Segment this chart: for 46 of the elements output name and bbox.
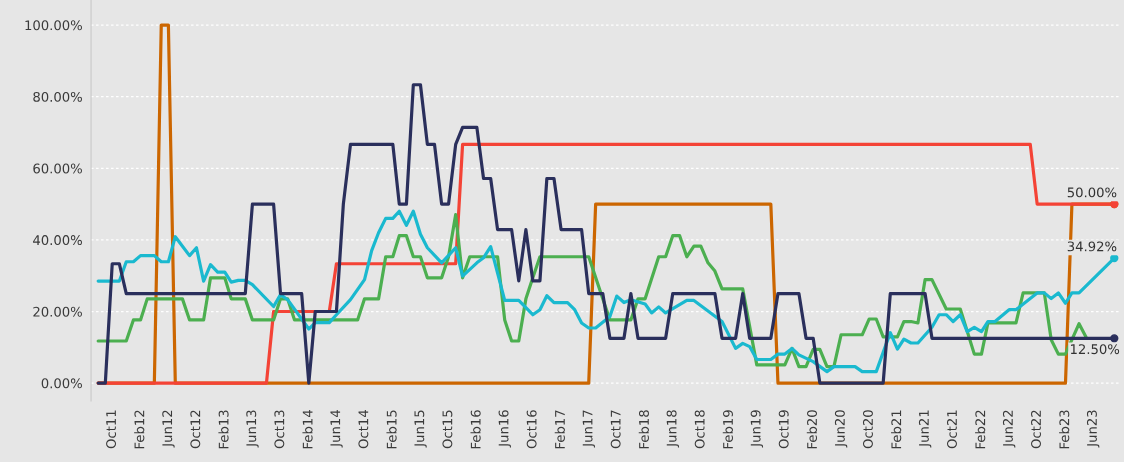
x-tick-label: Oct14 bbox=[358, 410, 369, 449]
y-tick-label: 20.00% bbox=[33, 306, 82, 317]
x-tick-label: Feb13 bbox=[218, 410, 229, 449]
x-tick-label: Oct17 bbox=[610, 410, 621, 449]
x-tick-label: Jun12 bbox=[162, 410, 175, 448]
x-tick-label: Oct13 bbox=[274, 410, 285, 449]
annotation: 12.50% bbox=[1070, 344, 1120, 355]
x-tick-label: Feb18 bbox=[638, 410, 649, 449]
x-tick-label: Feb20 bbox=[806, 410, 818, 449]
x-tick-label: Oct22 bbox=[1031, 410, 1041, 449]
y-tick-label: 40.00% bbox=[33, 235, 82, 246]
x-tick-label: Feb19 bbox=[722, 410, 733, 449]
x-tick-label: Jun22 bbox=[1002, 410, 1016, 448]
x-tick-label: Jun14 bbox=[330, 410, 343, 448]
x-tick-label: Oct18 bbox=[694, 410, 705, 449]
x-tick-label: Jun15 bbox=[414, 410, 427, 448]
x-tick-label: Feb23 bbox=[1059, 410, 1070, 449]
x-tick-label: Oct20 bbox=[862, 410, 873, 449]
x-tick-label: Feb14 bbox=[302, 410, 313, 449]
y-tick-label: 60.00% bbox=[33, 163, 82, 174]
x-tick-label: Oct12 bbox=[190, 410, 201, 449]
x-tick-label: Jun16 bbox=[498, 410, 511, 448]
annotation: 50.00% bbox=[1067, 187, 1117, 198]
y-tick-label: 0.00% bbox=[41, 378, 82, 389]
x-tick-label: Oct15 bbox=[442, 410, 453, 449]
annotation: 34.92% bbox=[1067, 241, 1117, 252]
x-tick-label: Feb16 bbox=[470, 410, 481, 449]
x-tick-label: Jun23 bbox=[1086, 410, 1100, 448]
x-tick-label: Feb12 bbox=[134, 410, 145, 449]
x-tick-label: Jun13 bbox=[246, 410, 259, 448]
y-tick-label: 100.00% bbox=[25, 20, 82, 31]
point bbox=[1110, 334, 1119, 343]
x-tick-label: Feb17 bbox=[554, 410, 565, 449]
x-tick-label: Oct11 bbox=[106, 410, 117, 449]
x-tick-label: Jun21 bbox=[918, 410, 932, 448]
x-tick-label: Jun20 bbox=[834, 410, 848, 448]
x-tick-label: Oct21 bbox=[946, 410, 957, 449]
x-tick-label: Feb22 bbox=[975, 410, 986, 449]
x-tick-label: Jun19 bbox=[750, 410, 764, 448]
x-tick-label: Jun17 bbox=[582, 410, 596, 448]
x-tick-label: Oct16 bbox=[526, 410, 537, 449]
y-tick-label: 80.00% bbox=[33, 91, 82, 102]
x-tick-label: Feb15 bbox=[386, 410, 397, 449]
x-tick-label: Feb21 bbox=[891, 410, 902, 449]
x-tick-label: Oct19 bbox=[778, 410, 789, 449]
x-tick-label: Jun18 bbox=[666, 410, 680, 448]
